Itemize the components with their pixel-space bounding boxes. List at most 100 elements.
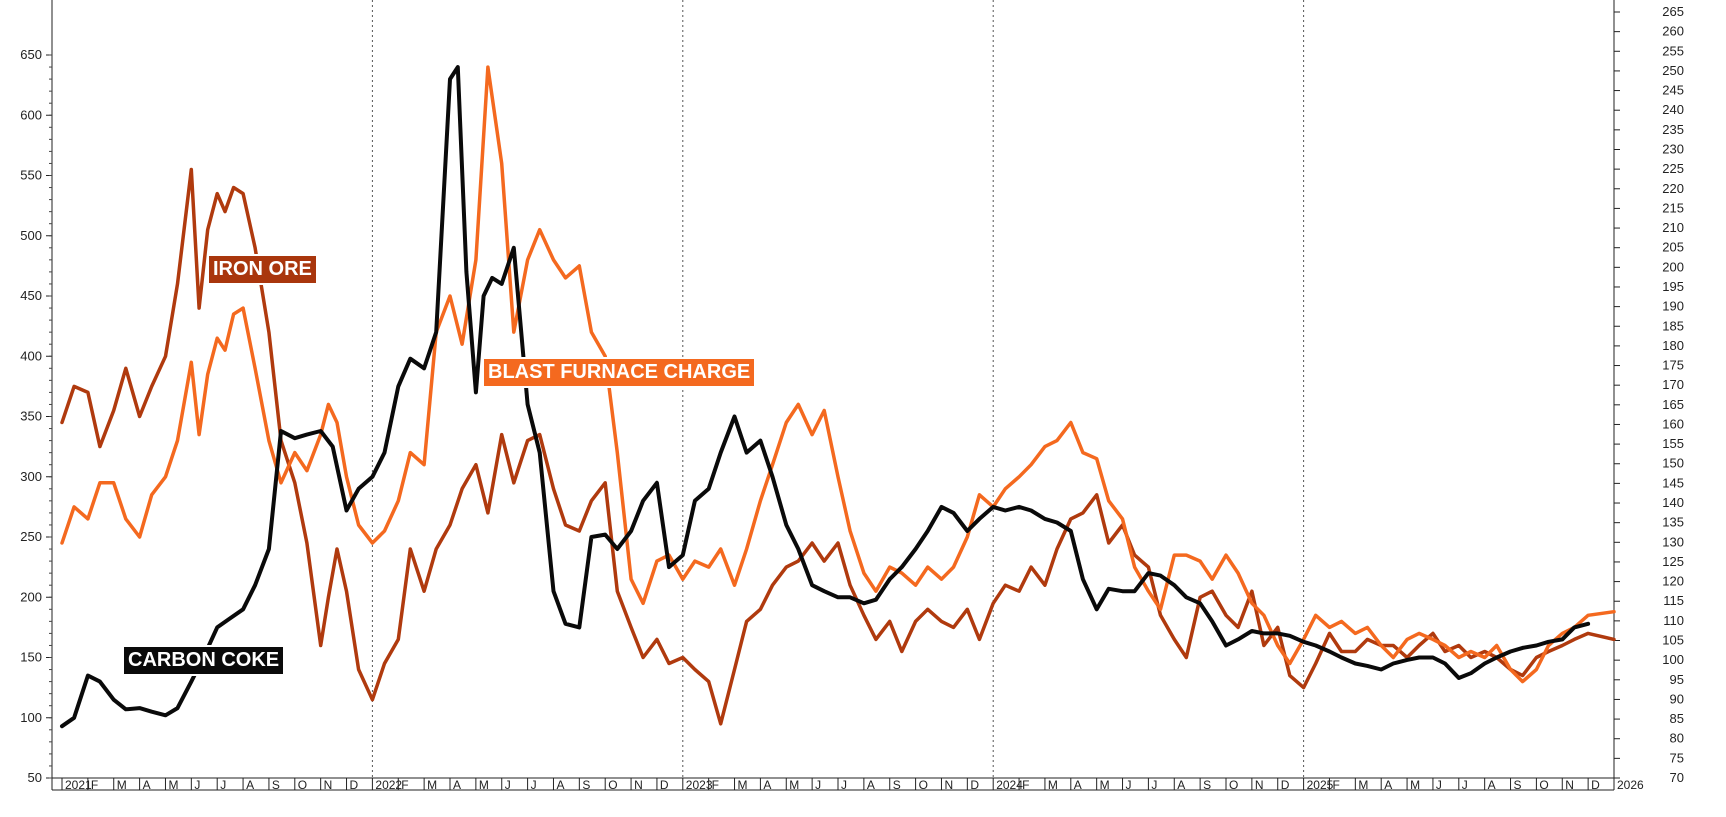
x-month-label: J bbox=[194, 778, 200, 792]
x-month-label: A bbox=[1488, 778, 1496, 792]
x-month-label: O bbox=[298, 778, 307, 792]
x-month-label: D bbox=[350, 778, 359, 792]
y-right-tick-label: 205 bbox=[1662, 240, 1684, 255]
y-right-tick-label: 240 bbox=[1662, 102, 1684, 117]
x-month-label: M bbox=[1358, 778, 1368, 792]
y-right-tick-label: 255 bbox=[1662, 43, 1684, 58]
y-right-tick-label: 145 bbox=[1662, 475, 1684, 490]
x-year-label: 2022 bbox=[375, 778, 402, 792]
y-right-tick-label: 150 bbox=[1662, 456, 1684, 471]
x-year-label: 2024 bbox=[996, 778, 1023, 792]
y-left-tick-label: 350 bbox=[20, 409, 42, 424]
x-month-label: M bbox=[789, 778, 799, 792]
y-right-tick-label: 160 bbox=[1662, 416, 1684, 431]
x-month-label: J bbox=[1126, 778, 1132, 792]
y-right-tick-label: 115 bbox=[1663, 593, 1684, 608]
x-month-label: F bbox=[1022, 778, 1029, 792]
x-month-label: A bbox=[246, 778, 254, 792]
y-left-tick-label: 200 bbox=[20, 589, 42, 604]
x-month-label: S bbox=[582, 778, 590, 792]
x-month-label: S bbox=[893, 778, 901, 792]
x-month-label: D bbox=[660, 778, 669, 792]
x-month-label: O bbox=[1539, 778, 1548, 792]
y-right-tick-label: 220 bbox=[1662, 181, 1684, 196]
y-left-tick-label: 150 bbox=[20, 650, 42, 665]
y-right-tick-label: 235 bbox=[1662, 122, 1684, 137]
x-month-label: D bbox=[1591, 778, 1600, 792]
y-right-tick-label: 105 bbox=[1662, 633, 1684, 648]
x-month-label: J bbox=[1436, 778, 1442, 792]
y-left-tick-label: 400 bbox=[20, 348, 42, 363]
x-month-label: F bbox=[1332, 778, 1339, 792]
x-month-label: A bbox=[763, 778, 771, 792]
y-right-tick-label: 185 bbox=[1662, 318, 1684, 333]
y-left-tick-label: 100 bbox=[20, 710, 42, 725]
y-left-tick-label: 500 bbox=[20, 228, 42, 243]
y-right-tick-label: 95 bbox=[1670, 672, 1684, 687]
y-left-tick-label: 250 bbox=[20, 529, 42, 544]
x-month-label: A bbox=[453, 778, 461, 792]
series-lines bbox=[60, 65, 1616, 729]
x-month-label: N bbox=[324, 778, 333, 792]
y-right-tick-label: 195 bbox=[1662, 279, 1684, 294]
x-month-label: S bbox=[1203, 778, 1211, 792]
y-right-tick-label: 180 bbox=[1662, 338, 1684, 353]
y-right-tick-label: 85 bbox=[1670, 711, 1684, 726]
y-right-tick-label: 135 bbox=[1662, 515, 1684, 530]
x-month-label: F bbox=[401, 778, 408, 792]
x-month-label: O bbox=[608, 778, 617, 792]
x-month-label: O bbox=[1229, 778, 1238, 792]
x-month-label: M bbox=[168, 778, 178, 792]
y-right-tick-label: 175 bbox=[1662, 358, 1684, 373]
x-month-label: M bbox=[117, 778, 127, 792]
series-line-iron-ore bbox=[60, 167, 1616, 726]
y-right-tick-label: 120 bbox=[1662, 574, 1684, 589]
x-month-label: A bbox=[143, 778, 151, 792]
y-left-tick-label: 650 bbox=[20, 47, 42, 62]
y-right-tick-label: 75 bbox=[1670, 750, 1684, 765]
y-right-tick-label: 230 bbox=[1662, 141, 1684, 156]
x-month-label: J bbox=[841, 778, 847, 792]
y-right-tick-label: 70 bbox=[1670, 770, 1684, 785]
y-right-tick-label: 140 bbox=[1662, 495, 1684, 510]
x-month-label: J bbox=[505, 778, 511, 792]
y-right-tick-label: 225 bbox=[1662, 161, 1684, 176]
x-year-label: 2021 bbox=[65, 778, 92, 792]
x-month-label: A bbox=[1074, 778, 1082, 792]
x-month-label: M bbox=[1410, 778, 1420, 792]
axes: 50 100 150 200 250 300 350 400 450 500 550 600 650 70… bbox=[20, 0, 1684, 792]
x-month-label: F bbox=[91, 778, 98, 792]
x-month-label: J bbox=[815, 778, 821, 792]
x-month-label: J bbox=[1462, 778, 1468, 792]
x-month-label: O bbox=[919, 778, 928, 792]
y-left-tick-label: 450 bbox=[20, 288, 42, 303]
x-month-label: N bbox=[1255, 778, 1264, 792]
y-right-tick-label: 125 bbox=[1662, 554, 1684, 569]
x-month-label: A bbox=[556, 778, 564, 792]
x-month-label: D bbox=[1281, 778, 1290, 792]
x-month-label: A bbox=[867, 778, 875, 792]
y-left-tick-label: 600 bbox=[20, 107, 42, 122]
x-month-label: J bbox=[220, 778, 226, 792]
y-right-tick-label: 265 bbox=[1662, 4, 1684, 19]
y-left-tick-label: 300 bbox=[20, 469, 42, 484]
y-right-tick-label: 165 bbox=[1662, 397, 1684, 412]
y-right-tick-label: 170 bbox=[1662, 377, 1684, 392]
x-month-label: A bbox=[1384, 778, 1392, 792]
series-label-carbon-coke: CARBON COKE bbox=[122, 645, 286, 676]
x-month-label: N bbox=[1565, 778, 1574, 792]
series-label-blast-furnace-charge: BLAST FURNACE CHARGE bbox=[482, 357, 757, 388]
series-line-blast-furnace-charge bbox=[60, 65, 1616, 684]
x-month-label: J bbox=[531, 778, 537, 792]
x-month-label: F bbox=[712, 778, 719, 792]
x-month-label: N bbox=[634, 778, 643, 792]
x-year-label: 2023 bbox=[686, 778, 713, 792]
y-right-tick-label: 215 bbox=[1662, 200, 1684, 215]
y-right-tick-label: 210 bbox=[1662, 220, 1684, 235]
y-right-tick-label: 250 bbox=[1662, 63, 1684, 78]
x-month-label: S bbox=[1514, 778, 1522, 792]
series-label-iron-ore: IRON ORE bbox=[207, 254, 318, 285]
y-left-tick-label: 50 bbox=[28, 770, 42, 785]
gridlines bbox=[371, 0, 1615, 778]
